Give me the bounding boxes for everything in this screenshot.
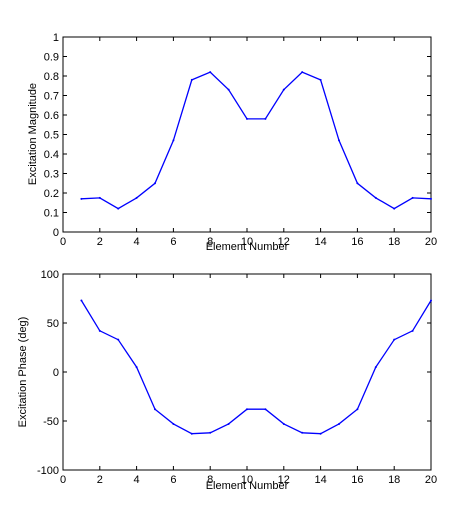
x-tick-label: 0: [60, 474, 66, 486]
y-tick-label: 0.3: [44, 169, 59, 181]
data-point: [190, 78, 193, 81]
data-point: [117, 207, 120, 210]
data-point: [209, 71, 212, 74]
x-tick-label: 20: [425, 236, 437, 248]
y-tick-label: -50: [43, 416, 59, 428]
series-line-1: [81, 71, 432, 210]
x-axis-label: Element Number: [206, 480, 289, 492]
data-point: [172, 139, 175, 142]
data-point: [209, 431, 212, 434]
x-tick-label: 16: [351, 474, 363, 486]
data-point: [301, 431, 304, 434]
data-point: [154, 182, 156, 185]
x-tick-label: 10: [241, 236, 253, 248]
x-tick-label: 14: [314, 236, 326, 248]
data-point: [319, 78, 322, 81]
x-tick-label: 14: [314, 474, 326, 486]
x-axis-label: Element Number: [206, 241, 289, 253]
data-point: [393, 207, 396, 210]
data-point: [282, 422, 285, 425]
x-tick-label: 4: [134, 236, 140, 248]
data-point: [338, 422, 340, 425]
x-tick-label: 0: [60, 236, 66, 248]
x-tick-label: 8: [207, 236, 213, 248]
x-tick-label: 20: [425, 474, 437, 486]
data-point: [301, 71, 304, 74]
y-tick-label: 0.6: [44, 110, 59, 122]
y-tick-label: 0.5: [44, 130, 59, 142]
data-point: [393, 338, 396, 341]
y-axis-label: Excitation Magnitude: [27, 83, 39, 185]
data-point: [430, 299, 432, 302]
y-tick-label: -100: [37, 465, 59, 477]
data-point: [338, 139, 340, 142]
data-point: [356, 182, 359, 185]
y-tick-label: 0: [53, 227, 59, 239]
data-point: [356, 408, 359, 411]
data-point: [117, 338, 120, 341]
y-tick-label: 0.1: [44, 208, 59, 220]
data-point: [227, 422, 230, 425]
data-point: [98, 329, 101, 332]
data-point: [282, 88, 285, 91]
x-tick-label: 18: [388, 236, 400, 248]
data-point: [374, 196, 377, 199]
plot-area-2: [62, 273, 432, 471]
y-tick-label: 1: [53, 32, 59, 44]
data-point: [411, 329, 414, 332]
data-point: [154, 408, 156, 411]
chart-1: 0 2 4 6 8 10 12 14 16 18 20 0 0.1 0.2 0.3 0.4 0.5 0.6 0.7 0…: [27, 32, 437, 253]
y-tick-label: 0.7: [44, 91, 59, 103]
data-point: [135, 366, 138, 369]
x-tick-label: 18: [388, 474, 400, 486]
data-point: [374, 366, 377, 369]
data-point: [430, 197, 432, 200]
data-point: [80, 299, 83, 302]
x-tick-label: 16: [351, 236, 363, 248]
data-point: [246, 117, 248, 120]
data-point: [190, 432, 193, 435]
y-tick-label: 100: [41, 269, 59, 281]
x-tick-label: 4: [134, 474, 140, 486]
data-point: [411, 196, 414, 199]
y-tick-label: 0: [53, 367, 59, 379]
data-point: [264, 408, 267, 411]
x-tick-label: 12: [278, 474, 290, 486]
y-tick-label: 0.4: [44, 149, 59, 161]
data-point: [135, 196, 138, 199]
x-tick-label: 12: [278, 236, 290, 248]
data-point: [172, 422, 175, 425]
x-tick-label: 2: [97, 236, 103, 248]
y-tick-label: 0.8: [44, 71, 59, 83]
x-tick-label: 8: [207, 474, 213, 486]
y-axis-label: Excitation Phase (deg): [17, 317, 29, 428]
y-tick-label: 50: [47, 318, 59, 330]
data-point: [98, 196, 101, 199]
x-tick-label: 6: [170, 236, 176, 248]
x-tick-label: 10: [241, 474, 253, 486]
y-tick-label: 0.2: [44, 188, 59, 200]
x-tick-label: 6: [170, 474, 176, 486]
data-point: [246, 408, 248, 411]
plot-area-1: [62, 36, 432, 233]
series-line-1: [80, 300, 432, 435]
data-point: [227, 88, 230, 91]
x-tick-label: 2: [97, 474, 103, 486]
data-point: [264, 117, 267, 120]
y-tick-label: 0.9: [44, 52, 59, 64]
data-point: [319, 432, 322, 435]
chart-2: 0 2 4 6 8 10 12 14 16 18 20 -100 -50 0 50 100 Element Nu…: [17, 269, 437, 492]
data-point: [80, 197, 83, 200]
